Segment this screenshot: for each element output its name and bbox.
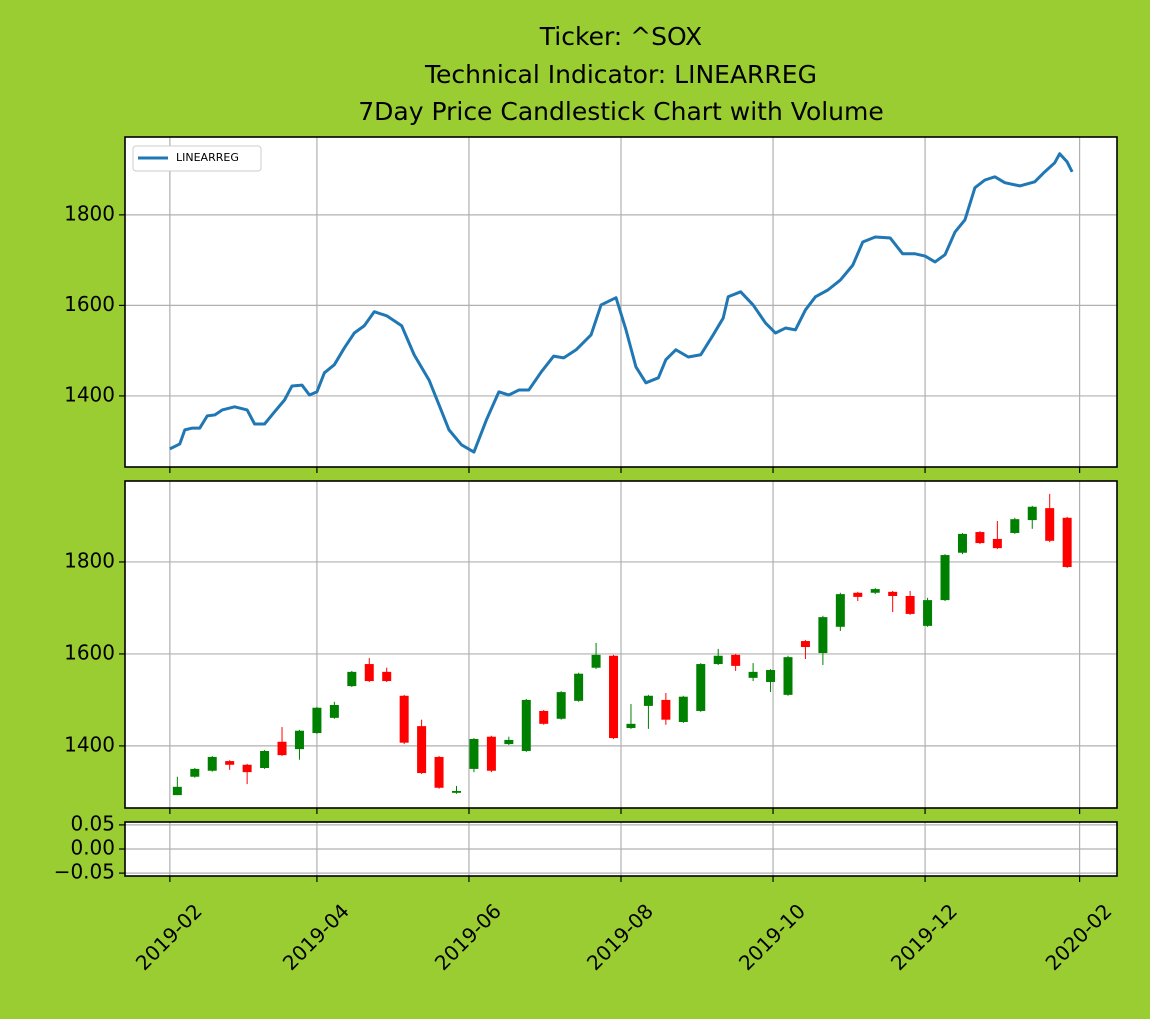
candle-body bbox=[190, 768, 200, 777]
candle-body bbox=[504, 739, 514, 745]
candle-body bbox=[417, 726, 427, 774]
candle-body bbox=[835, 594, 845, 627]
chart-title: Ticker: ^SOX bbox=[539, 22, 702, 51]
y-tick-label: 1800 bbox=[64, 548, 115, 572]
candle-body bbox=[800, 641, 810, 648]
candle-body bbox=[225, 761, 235, 765]
plot-marks bbox=[172, 493, 1072, 796]
y-tick-label: 1400 bbox=[64, 382, 115, 406]
plot-frame bbox=[124, 480, 1118, 809]
candle-body bbox=[748, 671, 758, 678]
candle-body bbox=[469, 739, 479, 769]
candle-body bbox=[364, 664, 374, 682]
candle-body bbox=[626, 723, 636, 728]
candle-body bbox=[1045, 508, 1055, 541]
candle-body bbox=[766, 670, 776, 682]
candle-body bbox=[1027, 506, 1037, 521]
plot-marks bbox=[169, 152, 1074, 454]
candle-body bbox=[731, 654, 741, 666]
line bbox=[169, 152, 1074, 454]
chart-title: 7Day Price Candlestick Chart with Volume bbox=[358, 97, 884, 126]
y-tick-label: −0.05 bbox=[54, 860, 115, 884]
candle-body bbox=[818, 617, 828, 654]
candle-body bbox=[451, 790, 461, 793]
candle-body bbox=[1010, 519, 1020, 533]
candle-body bbox=[172, 786, 182, 796]
candle-body bbox=[905, 595, 915, 614]
candle-body bbox=[923, 600, 933, 626]
candle-body bbox=[347, 671, 357, 687]
candle-body bbox=[242, 764, 252, 773]
candle-body bbox=[678, 696, 688, 722]
candle-body bbox=[574, 673, 584, 701]
candle-body bbox=[329, 704, 339, 718]
candle-body bbox=[312, 707, 322, 734]
y-tick-label: 1600 bbox=[64, 640, 115, 664]
y-tick-label: 1600 bbox=[64, 292, 115, 316]
candle-body bbox=[591, 654, 601, 668]
candle-body bbox=[399, 695, 409, 743]
candle-body bbox=[888, 591, 898, 596]
candle-body bbox=[521, 699, 531, 751]
candle-body bbox=[696, 664, 706, 711]
y-tick-label: 1400 bbox=[64, 732, 115, 756]
candle-body bbox=[975, 532, 985, 544]
plot-frame bbox=[124, 821, 1118, 877]
candle-body bbox=[539, 710, 549, 724]
candle-body bbox=[853, 592, 863, 597]
candle-body bbox=[277, 741, 287, 756]
plot-frame bbox=[124, 136, 1118, 468]
candle-body bbox=[661, 699, 671, 720]
candle-body bbox=[294, 730, 304, 750]
candle-body bbox=[609, 655, 619, 739]
candle-body bbox=[713, 655, 723, 665]
candle-body bbox=[992, 538, 1002, 549]
candle-body bbox=[486, 736, 496, 771]
candle-body bbox=[556, 692, 566, 719]
y-tick-label: 0.00 bbox=[70, 836, 115, 860]
y-tick-label: 1800 bbox=[64, 201, 115, 225]
legend-box bbox=[132, 145, 262, 172]
candle-body bbox=[940, 555, 950, 601]
legend-label: LINEARREG bbox=[176, 151, 239, 164]
chart-title: Technical Indicator: LINEARREG bbox=[424, 60, 817, 89]
y-tick-label: 0.05 bbox=[70, 811, 115, 835]
candle-body bbox=[870, 589, 880, 593]
candle-body bbox=[260, 750, 270, 768]
candle-body bbox=[434, 756, 444, 788]
candle-body bbox=[1062, 517, 1072, 568]
candle-body bbox=[783, 657, 793, 695]
candle-body bbox=[957, 533, 967, 553]
candle-body bbox=[643, 695, 653, 706]
legend: LINEARREG bbox=[132, 145, 262, 172]
candle-body bbox=[207, 756, 217, 771]
candle-body bbox=[382, 671, 392, 682]
